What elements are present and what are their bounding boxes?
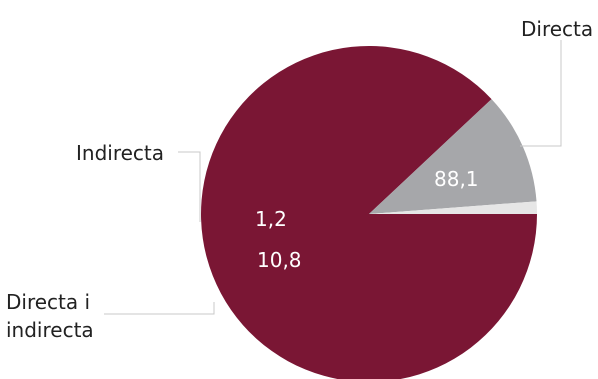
value-label-directa-i-indirecta: 10,8	[257, 248, 302, 272]
pie-slice-indirecta	[369, 201, 537, 214]
category-label-directa-i-indirecta: Directa i indirecta	[6, 290, 94, 342]
leader-line-indirecta	[178, 151, 201, 222]
pie-slices	[201, 46, 537, 379]
leader-line-directa-i-indirecta	[104, 302, 215, 315]
pie-slice-directa-i-indirecta	[369, 99, 537, 214]
leader-line-directa	[520, 40, 562, 147]
value-label-indirecta: 1,2	[255, 207, 287, 231]
value-label-directa: 88,1	[434, 167, 479, 191]
category-label-directa: Directa	[521, 17, 593, 41]
category-label-indirecta: Indirecta	[76, 141, 164, 165]
pie-slice-directa	[201, 46, 537, 379]
